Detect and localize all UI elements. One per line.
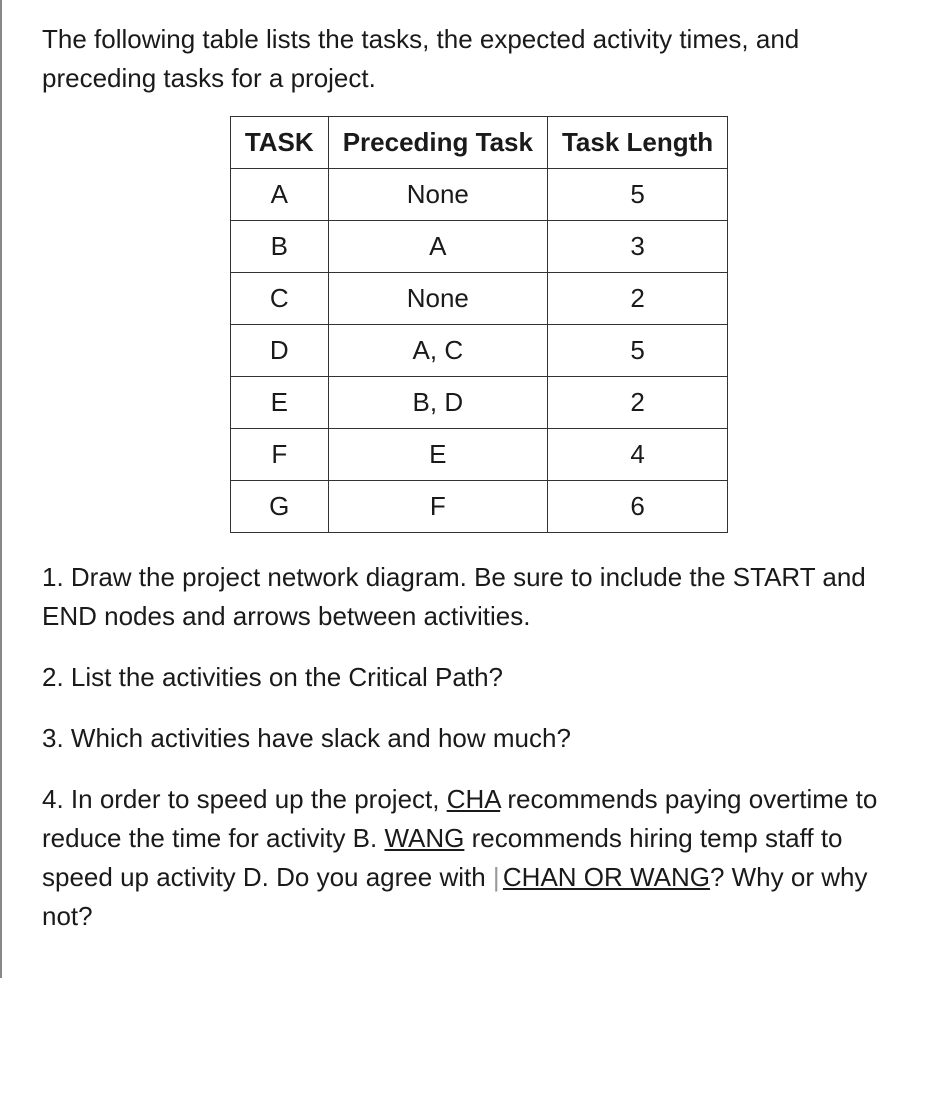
question-2: 2. List the activities on the Critical P…: [42, 658, 916, 697]
task-table: TASK Preceding Task Task Length A None 5…: [230, 116, 728, 533]
table-row: B A 3: [230, 221, 727, 273]
cell-length: 3: [547, 221, 727, 273]
cell-task: D: [230, 325, 328, 377]
header-preceding: Preceding Task: [328, 117, 547, 169]
cell-length: 2: [547, 273, 727, 325]
header-task: TASK: [230, 117, 328, 169]
question-1: 1. Draw the project network diagram. Be …: [42, 558, 916, 636]
cell-length: 5: [547, 169, 727, 221]
cell-task: B: [230, 221, 328, 273]
cell-preceding: None: [328, 273, 547, 325]
question-4: 4. In order to speed up the project, CHA…: [42, 780, 916, 936]
q4-wang: WANG: [384, 823, 464, 853]
cell-task: G: [230, 481, 328, 533]
cell-preceding: E: [328, 429, 547, 481]
cell-preceding: F: [328, 481, 547, 533]
table-row: G F 6: [230, 481, 727, 533]
cell-task: A: [230, 169, 328, 221]
table-row: C None 2: [230, 273, 727, 325]
cell-length: 4: [547, 429, 727, 481]
intro-text: The following table lists the tasks, the…: [42, 20, 916, 98]
table-row: A None 5: [230, 169, 727, 221]
q4-part1: 4. In order to speed up the project,: [42, 784, 447, 814]
cell-preceding: A: [328, 221, 547, 273]
cell-task: F: [230, 429, 328, 481]
cell-length: 6: [547, 481, 727, 533]
header-length: Task Length: [547, 117, 727, 169]
table-row: E B, D 2: [230, 377, 727, 429]
cell-length: 2: [547, 377, 727, 429]
cell-task: C: [230, 273, 328, 325]
table-row: D A, C 5: [230, 325, 727, 377]
cell-preceding: B, D: [328, 377, 547, 429]
cell-length: 5: [547, 325, 727, 377]
table-header-row: TASK Preceding Task Task Length: [230, 117, 727, 169]
cell-preceding: None: [328, 169, 547, 221]
q4-chanorwang: CHAN OR WANG: [503, 862, 710, 892]
cell-preceding: A, C: [328, 325, 547, 377]
question-3: 3. Which activities have slack and how m…: [42, 719, 916, 758]
table-row: F E 4: [230, 429, 727, 481]
text-cursor-icon: |: [493, 858, 500, 897]
q4-cha: CHA: [447, 784, 500, 814]
cell-task: E: [230, 377, 328, 429]
